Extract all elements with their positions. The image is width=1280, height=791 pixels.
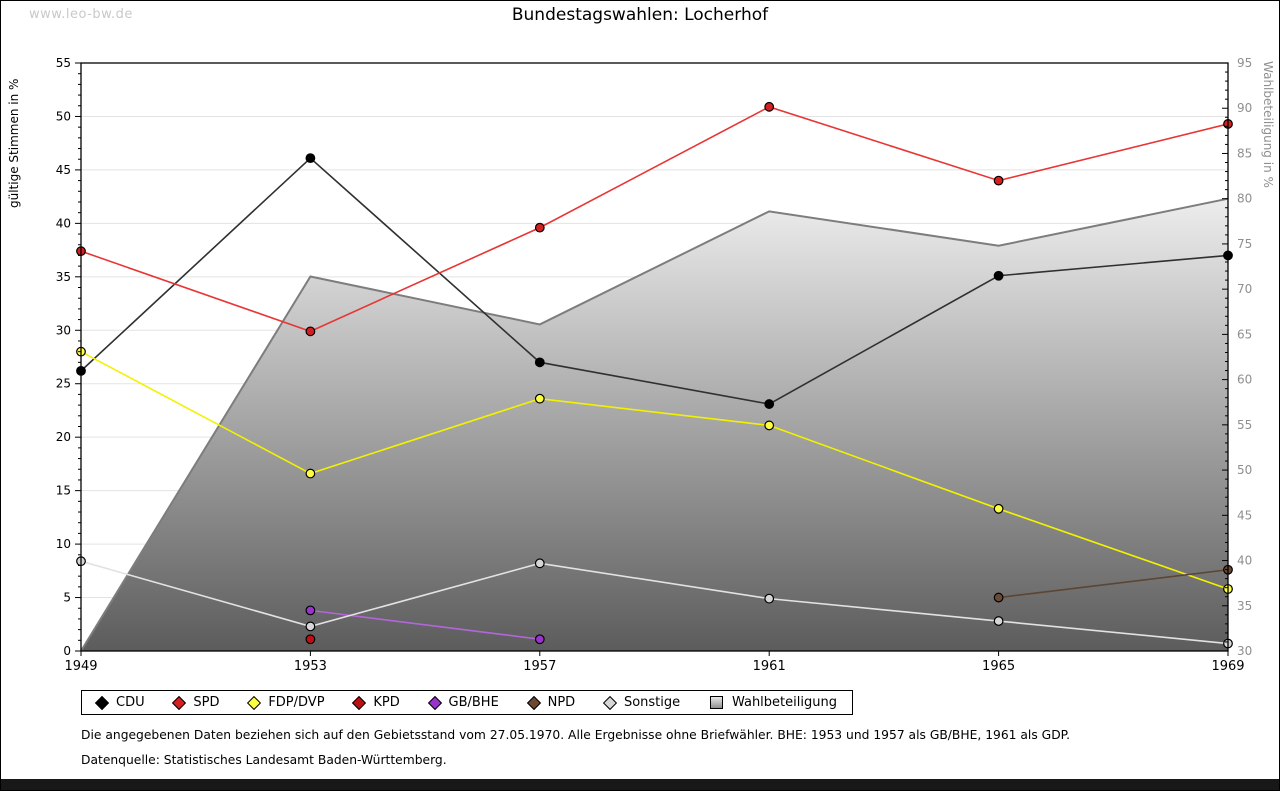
footnote-1: Die angegebenen Daten beziehen sich auf … [81, 728, 1071, 742]
right-tick-label: 60 [1237, 373, 1252, 387]
legend: CDU SPD FDP/DVP KPD GB/BHE NPD Sonstige Wahlbet… [81, 690, 853, 715]
data-point [534, 558, 545, 569]
left-tick-label: 30 [56, 323, 71, 337]
data-point [305, 605, 316, 616]
bottom-bar [1, 779, 1279, 790]
legend-item-npd: NPD [526, 695, 576, 710]
legend-label: Wahlbeteiligung [731, 695, 837, 710]
x-tick-label: 1953 [294, 659, 327, 674]
series-sonstige [76, 556, 1233, 649]
legend-diamond-icon [602, 695, 618, 710]
left-tick-label: 40 [56, 216, 71, 230]
series-line [80, 105, 1229, 333]
legend-diamond-icon [94, 695, 110, 710]
series-kpd [305, 634, 316, 645]
x-tick-label: 1961 [753, 659, 786, 674]
right-tick-label: 90 [1237, 101, 1252, 115]
left-tick-label: 55 [56, 56, 71, 70]
legend-diamond-icon [247, 695, 262, 710]
right-tick-label: 80 [1237, 192, 1252, 206]
data-point [764, 399, 775, 409]
data-point [534, 222, 545, 233]
right-tick-label: 35 [1237, 599, 1252, 613]
legend-item-gb-bhe: GB/BHE [427, 695, 499, 710]
legend-item-cdu: CDU [94, 695, 145, 710]
legend-area-swatch-icon [709, 696, 723, 709]
x-tick-label: 1969 [1211, 659, 1244, 674]
left-tick-label: 50 [56, 109, 71, 123]
right-tick-label: 50 [1237, 463, 1252, 477]
legend-label: CDU [116, 695, 145, 710]
data-point [534, 357, 545, 368]
right-tick-label: 65 [1237, 327, 1252, 341]
right-tick-label: 55 [1237, 418, 1252, 432]
chart-svg: 0 5 10 15 20 25 30 35 40 45 50 55 30 35 40 45 50 55 60 65 70… [56, 56, 1253, 674]
legend-diamond-icon [352, 695, 367, 710]
series-line [998, 568, 1229, 599]
left-tick-label: 25 [56, 377, 71, 391]
data-point [305, 326, 316, 337]
series-line [80, 157, 1229, 405]
legend-diamond-icon [526, 695, 541, 710]
data-point [764, 593, 775, 604]
right-tick-label: 75 [1237, 237, 1252, 251]
plot-frame [80, 62, 1229, 652]
footnote-2: Datenquelle: Statistisches Landesamt Bad… [81, 753, 447, 767]
left-tick-label: 35 [56, 270, 71, 284]
left-tick-label: 20 [56, 430, 71, 444]
left-tick-label: 10 [56, 537, 71, 551]
data-point [993, 616, 1004, 626]
data-point [305, 153, 316, 164]
legend-label: Sonstige [623, 695, 681, 710]
chart-title: Bundestagswahlen: Locherhof [511, 5, 769, 25]
legend-label: FDP/DVP [268, 695, 325, 710]
watermark: www.leo-bw.de [29, 7, 133, 22]
data-point [305, 621, 316, 632]
left-tick-label: 45 [56, 163, 71, 177]
legend-item-sonstige: Sonstige [602, 695, 681, 710]
left-tick-label: 15 [56, 484, 71, 498]
right-tick-label: 95 [1237, 56, 1252, 70]
legend-item-spd: SPD [172, 695, 220, 710]
series-line [80, 350, 1229, 590]
turnout-area-fill [81, 198, 1228, 651]
data-point [305, 634, 316, 645]
x-tick-label: 1949 [64, 659, 97, 674]
legend-label: NPD [547, 695, 576, 710]
data-point [534, 393, 545, 404]
legend-item-fdp-dvp: FDP/DVP [247, 695, 325, 710]
data-point [534, 634, 545, 645]
legend-label: KPD [373, 695, 400, 710]
legend-label: SPD [193, 695, 220, 710]
data-point [993, 592, 1004, 603]
legend-item-wahlbeteiligung: Wahlbeteiligung [709, 695, 837, 710]
turnout-area [80, 197, 1229, 652]
axes: 0 5 10 15 20 25 30 35 40 45 50 55 30 35 40 45 50 55 60 65 70… [56, 56, 1253, 674]
data-point [993, 270, 1004, 281]
left-tick-label: 0 [63, 644, 71, 658]
x-tick-label: 1957 [523, 659, 556, 674]
right-tick-label: 85 [1237, 146, 1252, 160]
data-point [764, 420, 775, 431]
legend-diamond-icon [427, 695, 442, 710]
legend-label: GB/BHE [448, 695, 499, 710]
data-point [305, 468, 316, 479]
right-tick-label: 70 [1237, 282, 1252, 296]
data-point [764, 101, 775, 112]
series-line [80, 560, 1229, 645]
series-fdp-dvp [76, 346, 1233, 594]
legend-diamond-icon [172, 695, 187, 710]
right-tick-label: 30 [1237, 644, 1252, 658]
right-tick-label: 45 [1237, 508, 1252, 522]
turnout-area-edge [80, 197, 1229, 652]
right-tick-label: 40 [1237, 554, 1252, 568]
legend-item-kpd: KPD [352, 695, 400, 710]
left-tick-label: 5 [63, 591, 71, 605]
data-point [993, 503, 1004, 514]
data-point [993, 175, 1004, 186]
x-tick-label: 1965 [982, 659, 1015, 674]
